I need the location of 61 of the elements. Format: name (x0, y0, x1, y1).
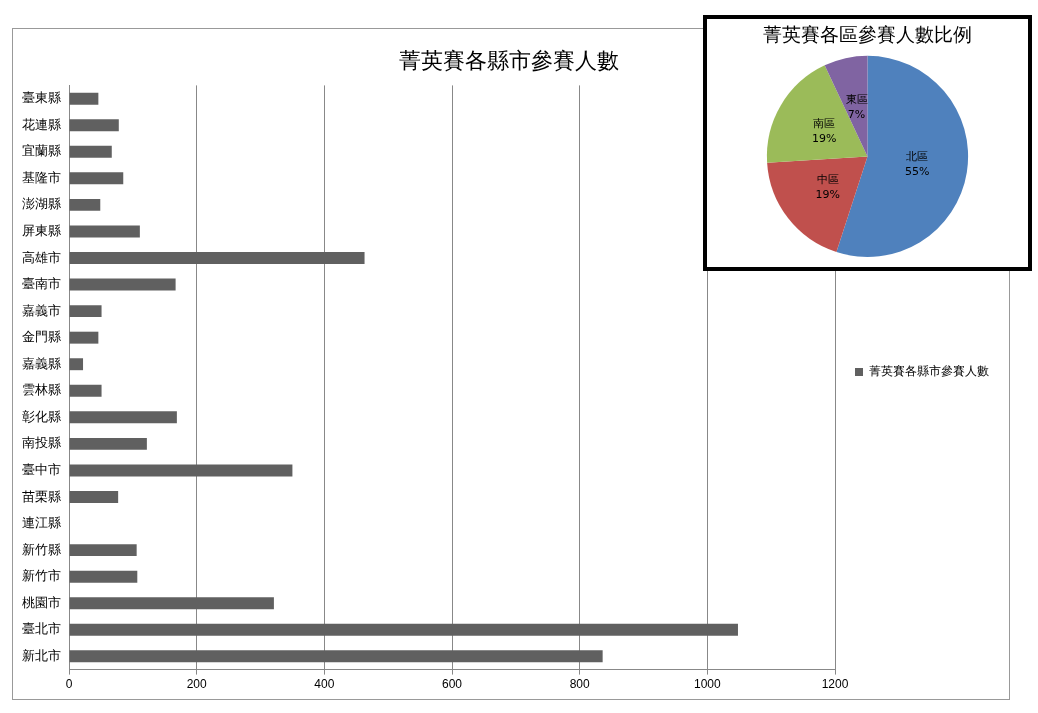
bar (69, 623, 738, 636)
x-tick-label: 200 (186, 677, 207, 692)
bar (69, 305, 102, 318)
data-label: 19% (815, 188, 840, 202)
y-tick-label: 臺北市 (22, 621, 61, 637)
slice-label: 南區 (813, 116, 836, 130)
x-tick-label: 1000 (693, 677, 721, 692)
y-tick-label: 澎湖縣 (22, 196, 61, 212)
y-tick-label: 雲林縣 (22, 382, 61, 398)
bar (69, 437, 147, 450)
x-tick-label: 400 (314, 677, 335, 692)
bar (69, 145, 112, 158)
y-tick-label: 彰化縣 (22, 408, 61, 424)
y-tick-label: 臺南市 (22, 276, 61, 292)
bar (69, 358, 84, 371)
x-tick-label: 600 (441, 677, 463, 692)
y-tick-label: 嘉義市 (22, 302, 61, 318)
y-tick-label: 臺東縣 (22, 90, 61, 106)
y-tick-label: 新竹縣 (22, 541, 61, 557)
legend-label: 菁英賽各縣市參賽人數 (869, 364, 989, 379)
bar (69, 464, 293, 477)
x-tick-label: 0 (65, 677, 73, 692)
bar (69, 597, 274, 610)
slice-label: 中區 (816, 173, 839, 187)
bar (69, 544, 137, 557)
y-tick-label: 南投縣 (22, 435, 61, 451)
data-label: 55% (904, 165, 930, 179)
y-tick-label: 基隆市 (22, 169, 61, 185)
bar (69, 411, 177, 424)
bar (69, 384, 102, 397)
y-tick-label: 苗栗縣 (22, 488, 61, 504)
y-tick-label: 高雄市 (22, 249, 61, 265)
y-tick-label: 金門縣 (22, 329, 61, 345)
chart-title: 菁英賽各縣市參賽人數 (399, 47, 619, 73)
bar (69, 92, 99, 105)
y-tick-label: 嘉義縣 (22, 355, 61, 371)
y-tick-label: 新竹市 (22, 568, 61, 584)
chart-title: 菁英賽各區參賽人數比例 (763, 23, 972, 46)
data-label: 7% (847, 108, 866, 122)
bar (69, 570, 138, 583)
bar (69, 119, 119, 132)
bar (69, 491, 119, 503)
slice-label: 東區 (845, 93, 868, 107)
y-tick-label: 屏東縣 (22, 223, 61, 239)
y-tick-label: 花連縣 (22, 116, 61, 132)
bar (69, 331, 99, 344)
bar (69, 198, 101, 211)
y-tick-label: 連江縣 (22, 515, 61, 531)
data-label: 19% (811, 131, 837, 145)
bar (69, 252, 365, 264)
y-tick-label: 桃園市 (22, 594, 61, 610)
bar (69, 278, 176, 291)
y-tick-label: 宜蘭縣 (22, 143, 61, 159)
x-tick-label: 1200 (821, 677, 849, 692)
slice-label: 北區 (906, 150, 929, 164)
bar (69, 650, 603, 663)
x-tick-label: 800 (569, 677, 590, 692)
y-tick-label: 新北市 (22, 647, 61, 663)
y-tick-label: 臺中市 (22, 462, 61, 478)
bar (69, 225, 140, 238)
bar (69, 172, 124, 185)
